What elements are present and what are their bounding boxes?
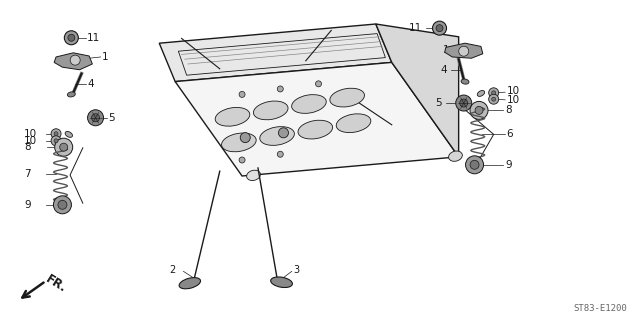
- Circle shape: [277, 86, 283, 92]
- Ellipse shape: [260, 127, 294, 145]
- Circle shape: [466, 156, 483, 174]
- Ellipse shape: [68, 92, 75, 97]
- Circle shape: [459, 46, 469, 56]
- Polygon shape: [445, 43, 483, 58]
- Circle shape: [68, 34, 75, 41]
- Ellipse shape: [330, 88, 364, 107]
- Circle shape: [51, 136, 61, 146]
- Circle shape: [54, 139, 58, 143]
- Text: 11: 11: [408, 23, 422, 33]
- Text: 10: 10: [24, 136, 38, 146]
- Text: 7: 7: [24, 169, 31, 180]
- Circle shape: [240, 132, 250, 143]
- Circle shape: [51, 129, 61, 139]
- Text: 11: 11: [87, 33, 101, 43]
- Text: 2: 2: [169, 265, 175, 276]
- Text: 10: 10: [24, 129, 38, 139]
- Circle shape: [64, 31, 78, 45]
- Ellipse shape: [298, 120, 333, 139]
- Circle shape: [492, 91, 496, 95]
- Polygon shape: [159, 24, 392, 82]
- Ellipse shape: [65, 132, 73, 137]
- Circle shape: [277, 151, 283, 157]
- Ellipse shape: [215, 108, 250, 126]
- Circle shape: [92, 114, 99, 122]
- Ellipse shape: [254, 101, 288, 120]
- Circle shape: [54, 196, 71, 214]
- Polygon shape: [54, 53, 92, 70]
- Circle shape: [70, 55, 80, 65]
- Circle shape: [489, 88, 499, 98]
- Circle shape: [58, 200, 67, 209]
- Ellipse shape: [448, 151, 462, 161]
- Text: 1: 1: [102, 52, 108, 62]
- Ellipse shape: [222, 133, 256, 152]
- Text: 6: 6: [506, 129, 513, 140]
- Ellipse shape: [292, 95, 326, 113]
- Circle shape: [492, 97, 496, 101]
- Circle shape: [460, 99, 468, 107]
- Text: FR.: FR.: [43, 273, 69, 295]
- Circle shape: [475, 106, 483, 115]
- Circle shape: [489, 94, 499, 104]
- Circle shape: [239, 92, 245, 97]
- Circle shape: [436, 25, 443, 32]
- Circle shape: [470, 160, 479, 169]
- Circle shape: [54, 132, 58, 136]
- Text: 1: 1: [443, 44, 449, 55]
- Text: 3: 3: [293, 265, 299, 276]
- Ellipse shape: [271, 277, 292, 288]
- Circle shape: [278, 128, 289, 138]
- Ellipse shape: [179, 277, 201, 289]
- Text: 4: 4: [87, 79, 94, 89]
- Text: 8: 8: [24, 142, 31, 152]
- Circle shape: [87, 110, 104, 126]
- Text: 8: 8: [505, 105, 512, 116]
- Circle shape: [55, 138, 73, 156]
- Ellipse shape: [247, 170, 261, 180]
- Ellipse shape: [477, 91, 485, 96]
- Polygon shape: [175, 62, 459, 176]
- Text: 9: 9: [505, 160, 512, 170]
- Text: 4: 4: [441, 65, 447, 75]
- Text: 10: 10: [506, 95, 520, 105]
- Circle shape: [455, 95, 472, 111]
- Circle shape: [315, 81, 322, 87]
- Polygon shape: [376, 24, 459, 157]
- Circle shape: [433, 21, 447, 35]
- Text: 10: 10: [506, 86, 520, 96]
- Text: 5: 5: [436, 98, 442, 108]
- Text: 5: 5: [108, 113, 115, 123]
- Text: ST83-E1200: ST83-E1200: [574, 304, 627, 313]
- Circle shape: [60, 143, 68, 151]
- Text: 9: 9: [24, 200, 31, 210]
- Ellipse shape: [461, 79, 469, 84]
- Circle shape: [239, 157, 245, 163]
- Ellipse shape: [336, 114, 371, 132]
- Circle shape: [470, 101, 488, 119]
